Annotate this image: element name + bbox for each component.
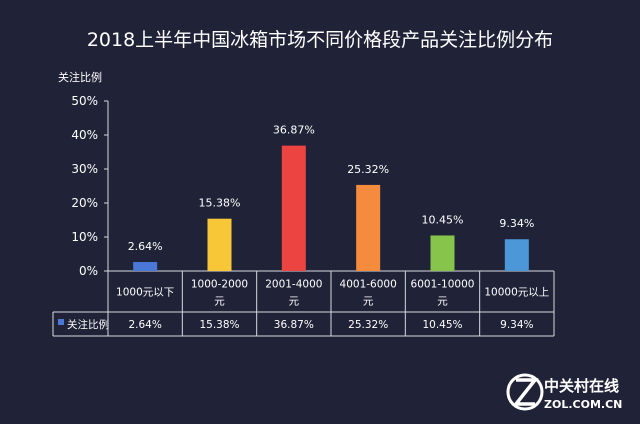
table-cell: 10.45% [422,319,462,331]
category-label: 1000元以下 [116,287,174,299]
bar [430,235,455,271]
data-table: 1000元以下 2.64% 1000-2000 元 15.38% 2001-4000 元 36… [52,271,555,337]
watermark: 中关村在线 ZOL.COM.CN [506,373,622,411]
y-tick-label: 10% [71,230,98,244]
category-label: 元 [214,296,225,308]
bar [207,218,232,271]
category-label: 10000元以上 [484,287,549,299]
y-tick-label: 40% [71,128,98,142]
y-tick-label: 50% [71,94,98,108]
table-cell: 25.32% [348,319,388,331]
category-label: 2001-4000 [265,279,322,291]
category-label: 元 [363,296,374,308]
category-label: 6001-10000 [411,279,475,291]
watermark-cn: 中关村在线 [544,377,619,395]
bar [504,239,529,271]
bar [133,262,158,271]
zol-logo-icon [506,373,544,411]
watermark-en: ZOL.COM.CN [544,398,622,411]
y-tick-label: 30% [71,162,98,176]
legend-label: 关注比例 [67,318,109,331]
category-label: 4001-6000 [340,279,397,291]
chart-title: 2018上半年中国冰箱市场不同价格段产品关注比例分布 [87,29,553,51]
data-label: 25.32% [347,163,389,176]
legend-swatch [58,319,64,325]
table-cell: 2.64% [128,319,161,331]
data-label: 10.45% [422,213,464,226]
y-tick-label: 20% [71,196,98,210]
y-tick-label: 0% [79,264,98,278]
table-cell: 36.87% [274,319,314,331]
data-label: 2.64% [128,240,163,253]
category-label: 元 [289,296,300,308]
bars: 2.64% 15.38% 36.87% 25.32% 10.45% 9.34% [128,124,534,271]
bar [281,145,306,271]
category-label: 元 [437,296,448,308]
table-cell: 15.38% [199,319,239,331]
data-label: 36.87% [273,124,315,137]
data-label: 9.34% [499,217,534,230]
data-label: 15.38% [199,197,241,210]
category-label: 1000-2000 [191,279,248,291]
bar [356,184,381,271]
y-axis-label: 关注比例 [58,70,102,84]
table-cell: 9.34% [500,319,533,331]
